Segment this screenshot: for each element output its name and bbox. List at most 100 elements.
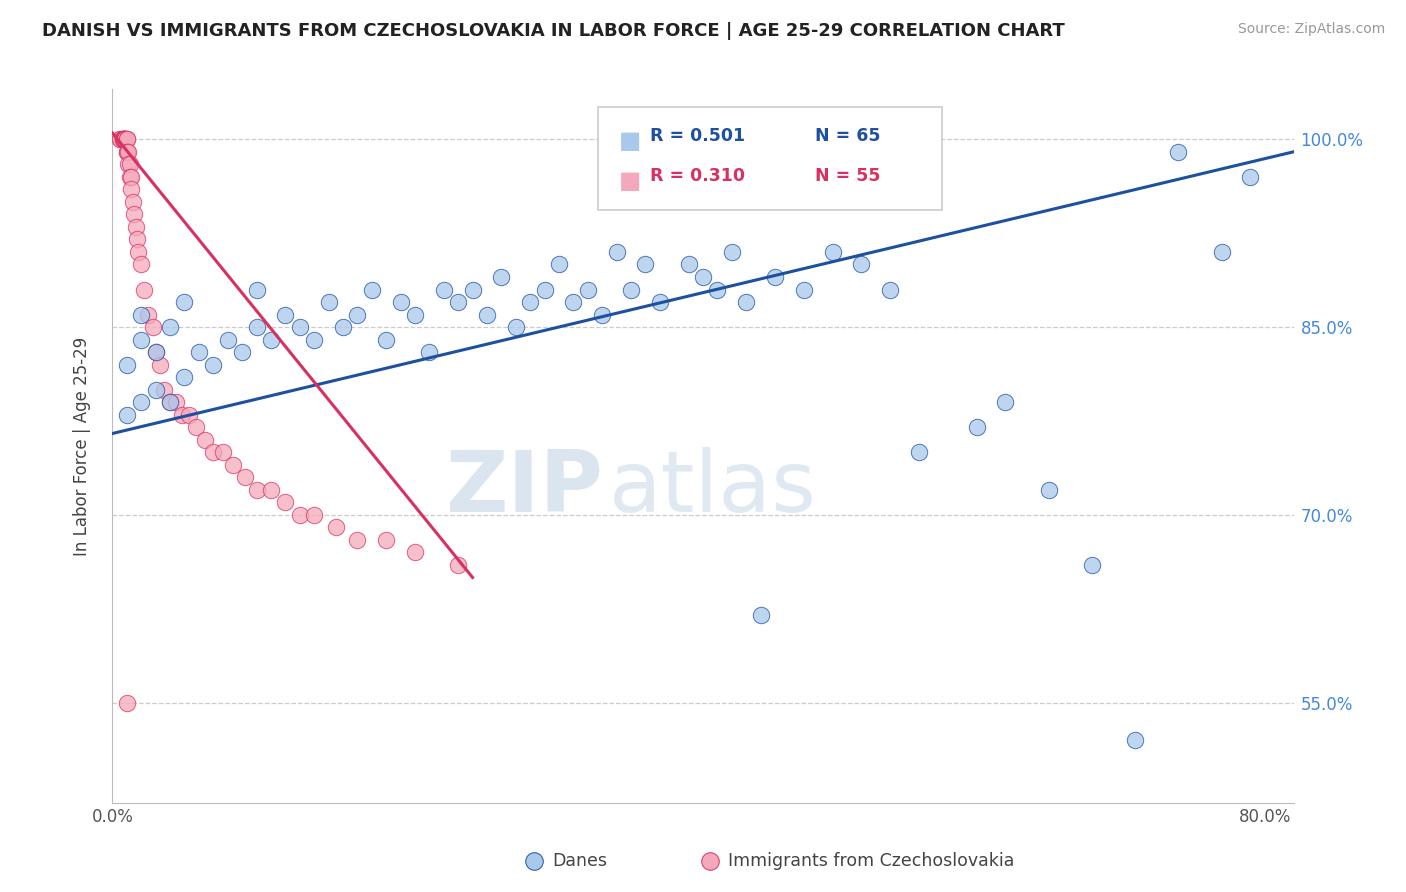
Point [202, 445, 225, 459]
Point [184, 420, 207, 434]
Point [966, 420, 988, 434]
Point [1167, 145, 1189, 159]
Point [793, 283, 815, 297]
Point [129, 333, 152, 347]
Point [288, 508, 311, 522]
Point [274, 495, 297, 509]
Point [461, 283, 484, 297]
Point [245, 320, 267, 334]
Text: R = 0.501: R = 0.501 [650, 127, 745, 145]
Point [115, 145, 138, 159]
Point [994, 395, 1017, 409]
Point [404, 308, 426, 322]
Point [375, 533, 398, 547]
Point [491, 270, 513, 285]
Point [620, 283, 643, 297]
Point [125, 232, 148, 246]
Point [706, 283, 728, 297]
Point [879, 283, 901, 297]
Point [115, 132, 138, 146]
Point [112, 132, 135, 146]
Point [1211, 244, 1233, 259]
Point [749, 607, 772, 622]
Point [159, 395, 181, 409]
Point [112, 132, 135, 146]
Text: ZIP: ZIP [444, 447, 603, 531]
Point [325, 520, 347, 534]
Point [153, 383, 176, 397]
Point [111, 132, 134, 146]
Point [360, 283, 382, 297]
Point [108, 132, 131, 146]
Point [562, 295, 585, 310]
Point [222, 458, 245, 472]
Point [114, 132, 136, 146]
Point [233, 470, 256, 484]
Point [142, 320, 165, 334]
Point [375, 333, 398, 347]
Point [118, 157, 141, 171]
Point [548, 257, 571, 271]
Point [260, 333, 283, 347]
Point [129, 257, 152, 271]
Point [274, 308, 297, 322]
Text: Source: ZipAtlas.com: Source: ZipAtlas.com [1237, 22, 1385, 37]
Point [346, 533, 368, 547]
Text: Immigrants from Czechoslovakia: Immigrants from Czechoslovakia [728, 852, 1014, 870]
Point [433, 283, 456, 297]
Point [194, 433, 217, 447]
Point [851, 257, 873, 271]
Point [245, 483, 267, 497]
Point [302, 333, 325, 347]
Text: Danes: Danes [551, 852, 607, 870]
Point [447, 295, 470, 310]
Point [720, 244, 742, 259]
Point [117, 145, 139, 159]
Point [523, 854, 546, 868]
Point [129, 308, 152, 322]
Point [124, 219, 146, 234]
Point [245, 283, 267, 297]
Point [202, 358, 225, 372]
Point [120, 169, 142, 184]
Point [447, 558, 470, 572]
Point [134, 283, 156, 297]
Point [115, 132, 138, 146]
Point [634, 257, 657, 271]
Point [118, 169, 141, 184]
Point [145, 383, 167, 397]
Y-axis label: In Labor Force | Age 25-29: In Labor Force | Age 25-29 [73, 336, 91, 556]
Point [217, 333, 239, 347]
Point [145, 345, 167, 359]
Point [120, 182, 142, 196]
Point [114, 132, 136, 146]
Point [1123, 733, 1146, 747]
Point [418, 345, 440, 359]
Point [260, 483, 283, 497]
Text: atlas: atlas [609, 447, 817, 531]
Point [173, 295, 195, 310]
Point [821, 244, 844, 259]
Point [533, 283, 555, 297]
Point [115, 145, 138, 159]
Point [114, 132, 136, 146]
Point [117, 157, 139, 171]
Point [111, 132, 134, 146]
Point [505, 320, 527, 334]
Point [648, 295, 671, 310]
Point [173, 370, 195, 384]
Point [115, 696, 138, 710]
Point [212, 445, 235, 459]
Point [170, 408, 193, 422]
Point [127, 244, 149, 259]
Point [475, 308, 498, 322]
Point [332, 320, 354, 334]
Point [129, 395, 152, 409]
Point [121, 194, 143, 209]
Point [318, 295, 340, 310]
Point [606, 244, 628, 259]
Point [145, 345, 167, 359]
Point [735, 295, 758, 310]
Point [114, 132, 136, 146]
Point [138, 308, 160, 322]
